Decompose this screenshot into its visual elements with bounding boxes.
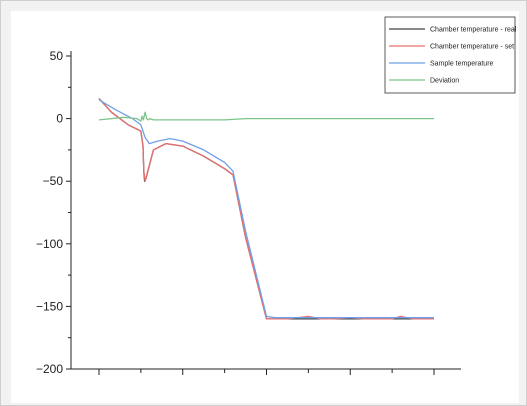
series-line-deviation xyxy=(99,112,434,121)
line-chart: 50 0 −50 −100 −150 −200 Chamber temperature -… xyxy=(11,11,519,403)
series-line-chamber-temperature-real xyxy=(99,99,434,319)
series-line-sample-temperature xyxy=(99,100,434,318)
legend-label: Chamber temperature - real xyxy=(430,27,517,34)
series-lines xyxy=(99,99,434,319)
legend-label: Sample temperature xyxy=(430,61,494,68)
plot-panel: 50 0 −50 −100 −150 −200 Chamber temperature -… xyxy=(11,11,519,403)
axes: 50 0 −50 −100 −150 −200 xyxy=(36,49,461,376)
series-line-chamber-temperature-set xyxy=(99,99,434,319)
legend-label: Chamber temperature - set xyxy=(430,44,514,51)
y-tick-label: 0 xyxy=(56,112,63,126)
y-tick-label: −200 xyxy=(36,362,63,376)
y-tick-label: −150 xyxy=(36,299,63,313)
y-tick-label: −50 xyxy=(43,174,64,188)
legend-label: Deviation xyxy=(430,78,459,85)
y-tick-label: −100 xyxy=(36,237,63,251)
y-tick-label: 50 xyxy=(50,49,64,63)
legend: Chamber temperature - real Chamber temper… xyxy=(385,17,517,93)
